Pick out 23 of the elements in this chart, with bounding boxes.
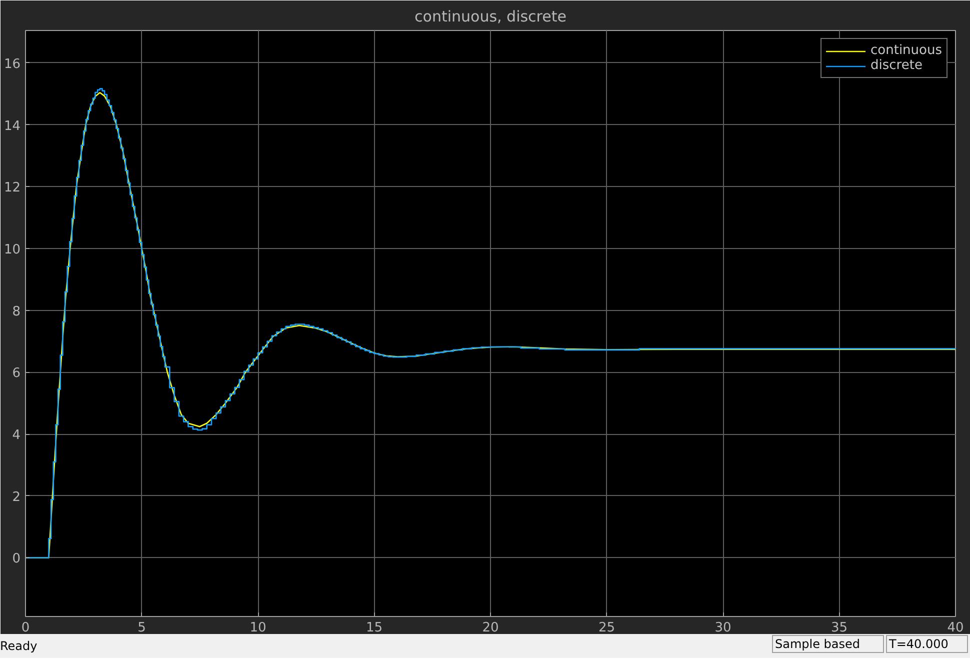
chart-title: continuous, discrete <box>414 8 566 26</box>
y-tick-label: 6 <box>12 366 21 382</box>
y-tick-label: 10 <box>4 242 21 258</box>
y-tick-label: 2 <box>12 490 21 505</box>
y-tick-label: 4 <box>12 428 21 444</box>
x-tick-label: 15 <box>366 620 383 636</box>
y-tick-label: 8 <box>12 304 21 320</box>
y-tick-label: 14 <box>4 118 21 134</box>
legend-label: continuous <box>870 43 942 58</box>
text: T=40.000 <box>886 635 968 653</box>
x-tick-label: 40 <box>947 620 964 636</box>
y-tick-label: 0 <box>12 552 21 567</box>
y-tick-label: 12 <box>4 180 21 196</box>
x-tick-label: 5 <box>138 620 146 636</box>
x-tick-label: 20 <box>482 620 499 636</box>
legend-label: discrete <box>870 58 922 73</box>
x-tick-label: 25 <box>598 620 616 636</box>
text: Sample based <box>772 635 884 653</box>
x-tick-label: 10 <box>250 620 266 636</box>
y-tick-label: 16 <box>4 56 21 72</box>
text: Ready <box>0 638 38 655</box>
x-tick-label: 35 <box>830 620 848 636</box>
x-tick-label: 30 <box>714 620 732 636</box>
